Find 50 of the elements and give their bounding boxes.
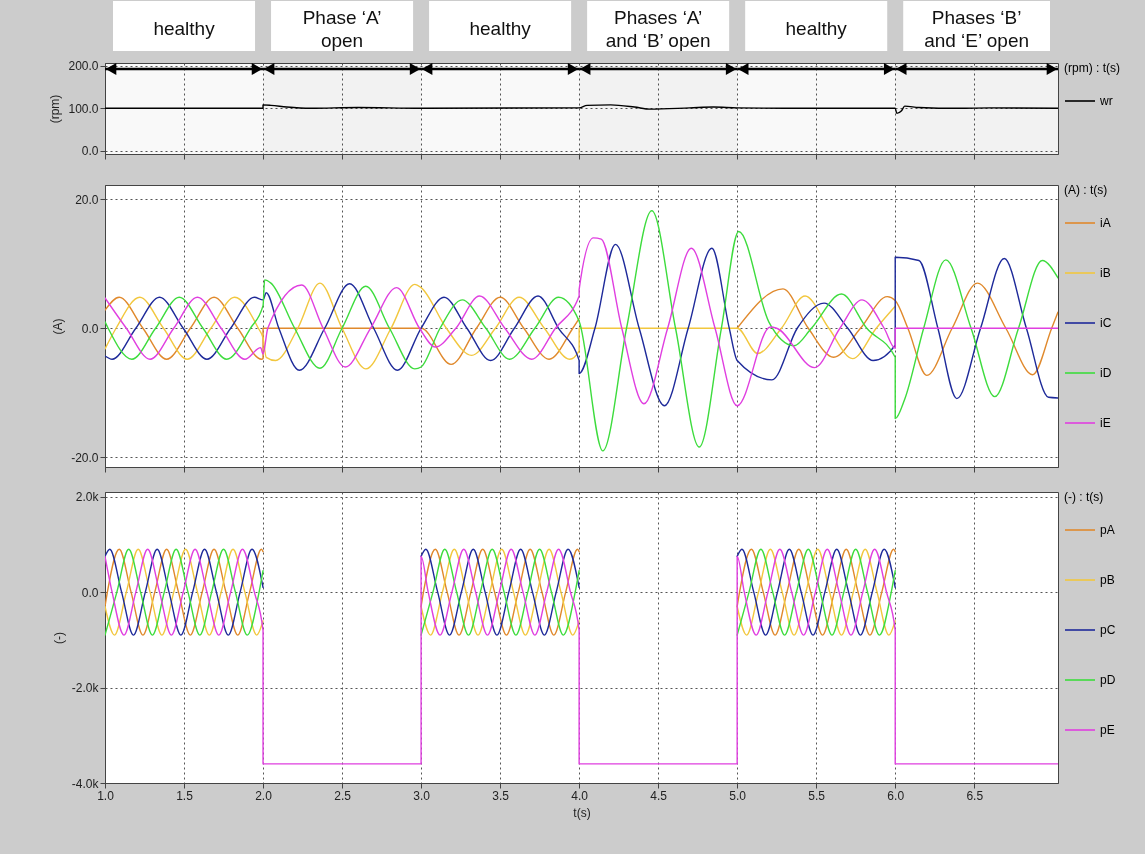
legend-title: (A) : t(s) xyxy=(1064,183,1108,197)
line-series xyxy=(105,548,1058,765)
legend-label: iA xyxy=(1100,216,1111,230)
x-tick-label: 6.0 xyxy=(887,788,905,803)
legend-title: (rpm) : t(s) xyxy=(1064,61,1120,75)
x-tick-label: 1.5 xyxy=(176,788,194,803)
band-label: healthy xyxy=(785,18,848,39)
band-label: Phase ‘A’ open xyxy=(302,6,382,51)
x-tick-label: 3.0 xyxy=(413,788,431,803)
x-tick-label: 5.0 xyxy=(729,788,747,803)
band-label: Phases ‘B’ and ‘E’ open xyxy=(924,6,1030,51)
x-axis-title: t(s) xyxy=(573,805,591,820)
y-tick-label: -2.0k xyxy=(71,681,100,696)
legend-label: iC xyxy=(1100,316,1112,330)
x-tick-label: 5.5 xyxy=(808,788,826,803)
line-series xyxy=(105,210,1058,452)
legend-label: pA xyxy=(1100,523,1115,537)
y-axis-title: (-) xyxy=(51,632,66,644)
y-tick-label: 100.0 xyxy=(68,101,99,116)
y-tick-label: -4.0k xyxy=(71,776,100,791)
x-tick-label: 2.0 xyxy=(255,788,273,803)
line-series xyxy=(105,104,1058,115)
legend-label: pC xyxy=(1100,623,1116,637)
x-tick-label: 4.0 xyxy=(571,788,589,803)
x-tick-label: 4.5 xyxy=(650,788,668,803)
y-axis-title: (A) xyxy=(51,318,66,335)
y-tick-label: 0.0 xyxy=(81,144,99,159)
legend-label: iD xyxy=(1100,366,1112,380)
y-tick-label: 0.0 xyxy=(81,585,99,600)
y-axis-title: (rpm) xyxy=(48,94,63,124)
y-tick-label: -20.0 xyxy=(71,450,99,465)
x-tick-label: 1.0 xyxy=(97,788,115,803)
y-tick-label: 0.0 xyxy=(81,321,99,336)
legend-label: wr xyxy=(1099,94,1113,108)
x-tick-label: 6.5 xyxy=(966,788,984,803)
legend-label: pB xyxy=(1100,573,1115,587)
y-tick-label: 200.0 xyxy=(68,59,99,74)
legend-label: iE xyxy=(1100,416,1111,430)
y-tick-label: 2.0k xyxy=(75,490,100,505)
legend-label: pE xyxy=(1100,723,1115,737)
band-label: Phases ‘A’ and ‘B’ open xyxy=(605,6,711,51)
legend-label: pD xyxy=(1100,673,1116,687)
band-label: healthy xyxy=(469,18,532,39)
legend-label: iB xyxy=(1100,266,1111,280)
x-tick-label: 3.5 xyxy=(492,788,510,803)
line-series xyxy=(105,282,896,370)
legend-title: (-) : t(s) xyxy=(1064,490,1104,504)
y-tick-label: 20.0 xyxy=(75,192,99,207)
band-label: healthy xyxy=(153,18,216,39)
x-tick-label: 2.5 xyxy=(334,788,352,803)
